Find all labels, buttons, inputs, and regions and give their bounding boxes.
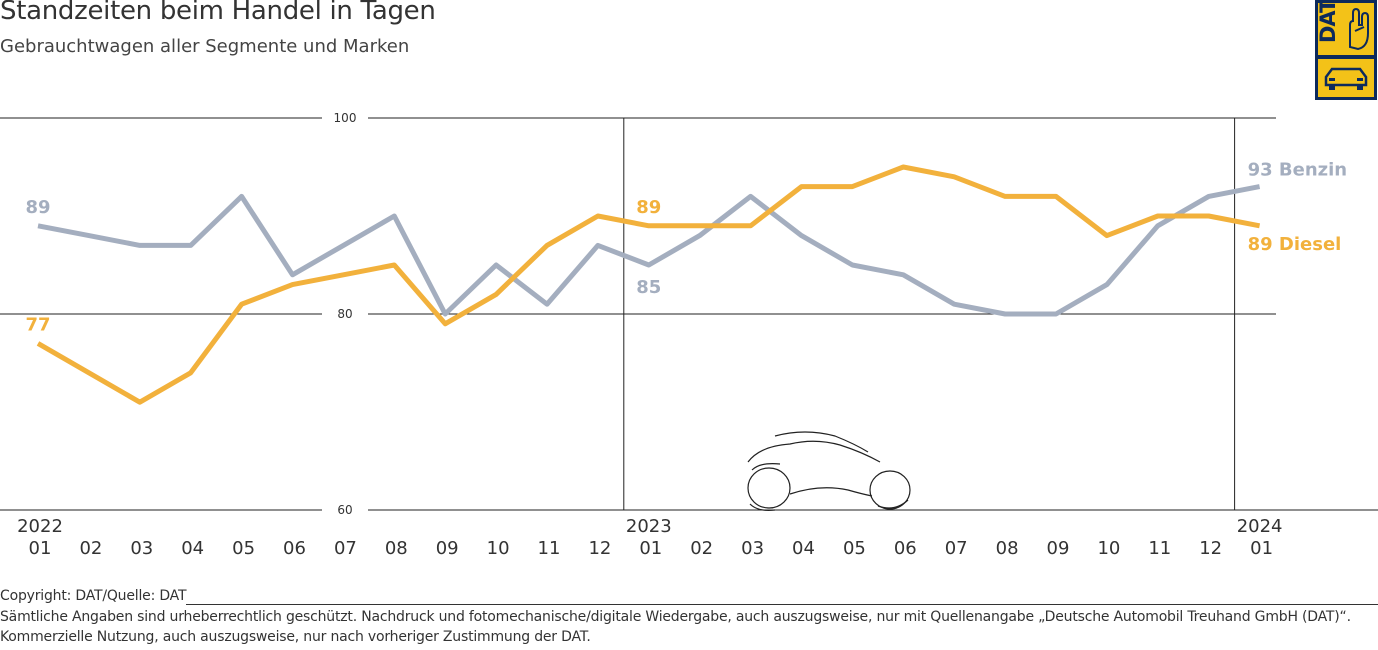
footer-rights: Sämtliche Angaben sind urheberrechtlich … [0,609,1351,625]
grid-layer: 100 80 60 [0,111,1378,517]
series-line-benzin [37,184,1261,317]
year-label: 2023 [626,516,672,537]
y-tick-label: 60 [337,503,352,517]
x-tick-label: 08 [385,538,408,559]
data-label-benzin: 89 [25,197,50,218]
series-line-diesel [36,164,1261,405]
y-tick-label: 100 [334,111,357,125]
x-tick-label: 03 [741,538,764,559]
footer-divider [186,604,1378,605]
x-tick-label: 03 [130,538,153,559]
x-tick-label: 08 [996,538,1019,559]
hand-icon [1349,7,1369,51]
x-tick-label: 04 [181,538,204,559]
x-tick-label: 01 [639,538,662,559]
decor-layer [747,431,911,511]
car-icon [1324,67,1368,90]
data-label-benzin: 93 Benzin [1248,160,1348,181]
x-tick-label: 02 [690,538,713,559]
x-tick-label: 11 [538,538,561,559]
axis-layer: 01 02 03 04 05 06 07 08 09 10 11 12 01 02 03 04 05 06 07 08… [17,516,1282,559]
year-label: 2024 [1237,516,1283,537]
data-label-diesel: 89 Diesel [1248,234,1342,255]
data-label-diesel: 77 [25,314,50,335]
x-tick-label: 09 [1047,538,1070,559]
x-tick-label: 07 [945,538,968,559]
x-tick-label: 01 [1250,538,1273,559]
footer-usage: Kommerzielle Nutzung, auch auszugsweise,… [0,629,591,645]
x-tick-label: 04 [792,538,815,559]
x-tick-label: 06 [894,538,917,559]
x-tick-label: 05 [232,538,255,559]
dat-logo-icon: DAT [1315,0,1377,100]
data-label-diesel: 89 [636,197,661,218]
x-tick-label: 01 [29,538,52,559]
x-tick-label: 09 [436,538,459,559]
data-label-benzin: 85 [636,277,661,298]
label-layer: 89 85 93 Benzin 77 89 89 Diesel [25,160,1347,336]
x-tick-label: 05 [843,538,866,559]
x-tick-label: 02 [79,538,102,559]
y-tick-label: 80 [337,307,352,321]
x-tick-label: 10 [487,538,510,559]
chart-subtitle: Gebrauchtwagen aller Segmente und Marken [0,36,410,57]
logo-bottom-panel [1318,59,1374,97]
footer-copyright: Copyright: DAT/Quelle: DAT [0,588,187,604]
chart-title: Standzeiten beim Handel in Tagen [0,0,436,26]
year-label: 2022 [17,516,63,537]
car-sketch-icon [747,431,911,511]
x-tick-label: 11 [1148,538,1171,559]
series-layer [36,164,1261,405]
x-tick-label: 10 [1097,538,1120,559]
x-tick-label: 12 [1199,538,1222,559]
x-tick-label: 07 [334,538,357,559]
x-tick-label: 12 [588,538,611,559]
x-tick-label: 06 [283,538,306,559]
logo-top-panel: DAT [1316,0,1374,55]
